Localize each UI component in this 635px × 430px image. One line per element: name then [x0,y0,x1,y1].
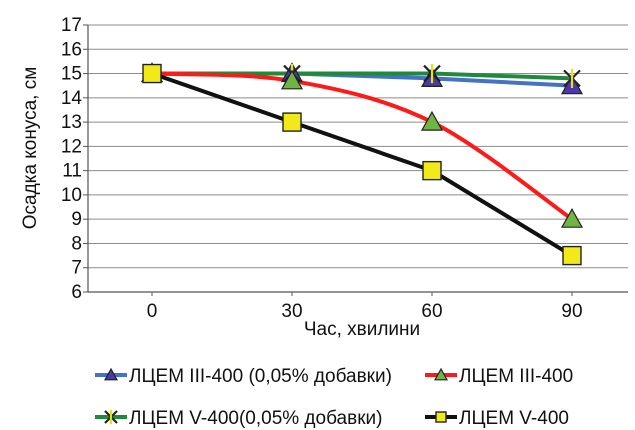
y-tick-label: 12 [61,136,82,157]
x-axis-ticks: 0 30 60 90 [147,301,583,322]
y-axis-ticks: 6 7 8 9 10 11 12 13 14 15 16 17 [61,15,83,303]
legend-item: ЛЦЕМ V-400 [425,408,569,429]
x-tick-label: 30 [281,301,302,322]
y-axis-title: Осадка конуса, см [20,67,41,230]
data-point [562,245,582,266]
y-tick-label: 7 [71,258,82,279]
legend-label: ЛЦЕМ V-400(0,05% добавки) [129,408,382,429]
axes [83,24,628,296]
data-point [280,69,304,90]
legend-item: ЛЦЕМ III-400 [425,366,573,387]
series-markers [140,62,584,266]
series-line [151,71,574,221]
y-tick-label: 9 [71,209,82,230]
legend: ЛЦЕМ III-400 (0,05% добавки) ЛЦЕМ III-400… [95,366,573,429]
y-tick-label: 10 [61,185,82,206]
y-tick-label: 17 [61,15,82,36]
y-tick-label: 13 [61,112,82,133]
x-axis-title: Час, хвилини [304,319,420,340]
y-tick-label: 15 [61,64,82,85]
legend-item: ЛЦЕМ V-400(0,05% добавки) [95,408,382,429]
series-line [151,71,574,258]
data-point [563,68,581,88]
y-tick-label: 14 [61,88,83,109]
legend-item: ЛЦЕМ III-400 (0,05% добавки) [95,366,392,387]
data-point [282,112,302,132]
data-point [420,110,444,131]
data-point [142,63,162,84]
series-lines [151,71,574,258]
legend-marker [433,367,449,381]
legend-marker [104,409,118,425]
legend-label: ЛЦЕМ III-400 (0,05% добавки) [129,366,392,387]
x-tick-label: 90 [561,301,582,322]
legend-label: ЛЦЕМ III-400 [459,366,573,387]
y-tick-label: 6 [71,282,82,303]
y-tick-label: 11 [62,161,82,182]
x-tick-label: 60 [421,301,442,322]
x-tick-label: 0 [147,301,158,322]
data-point [422,160,442,181]
y-tick-label: 8 [71,233,82,254]
legend-marker [103,367,119,381]
data-point [423,63,441,84]
data-point [560,207,584,228]
legend-marker [435,411,447,423]
grid-lines [88,24,628,293]
legend-label: ЛЦЕМ V-400 [459,408,569,429]
y-tick-label: 16 [61,39,82,60]
